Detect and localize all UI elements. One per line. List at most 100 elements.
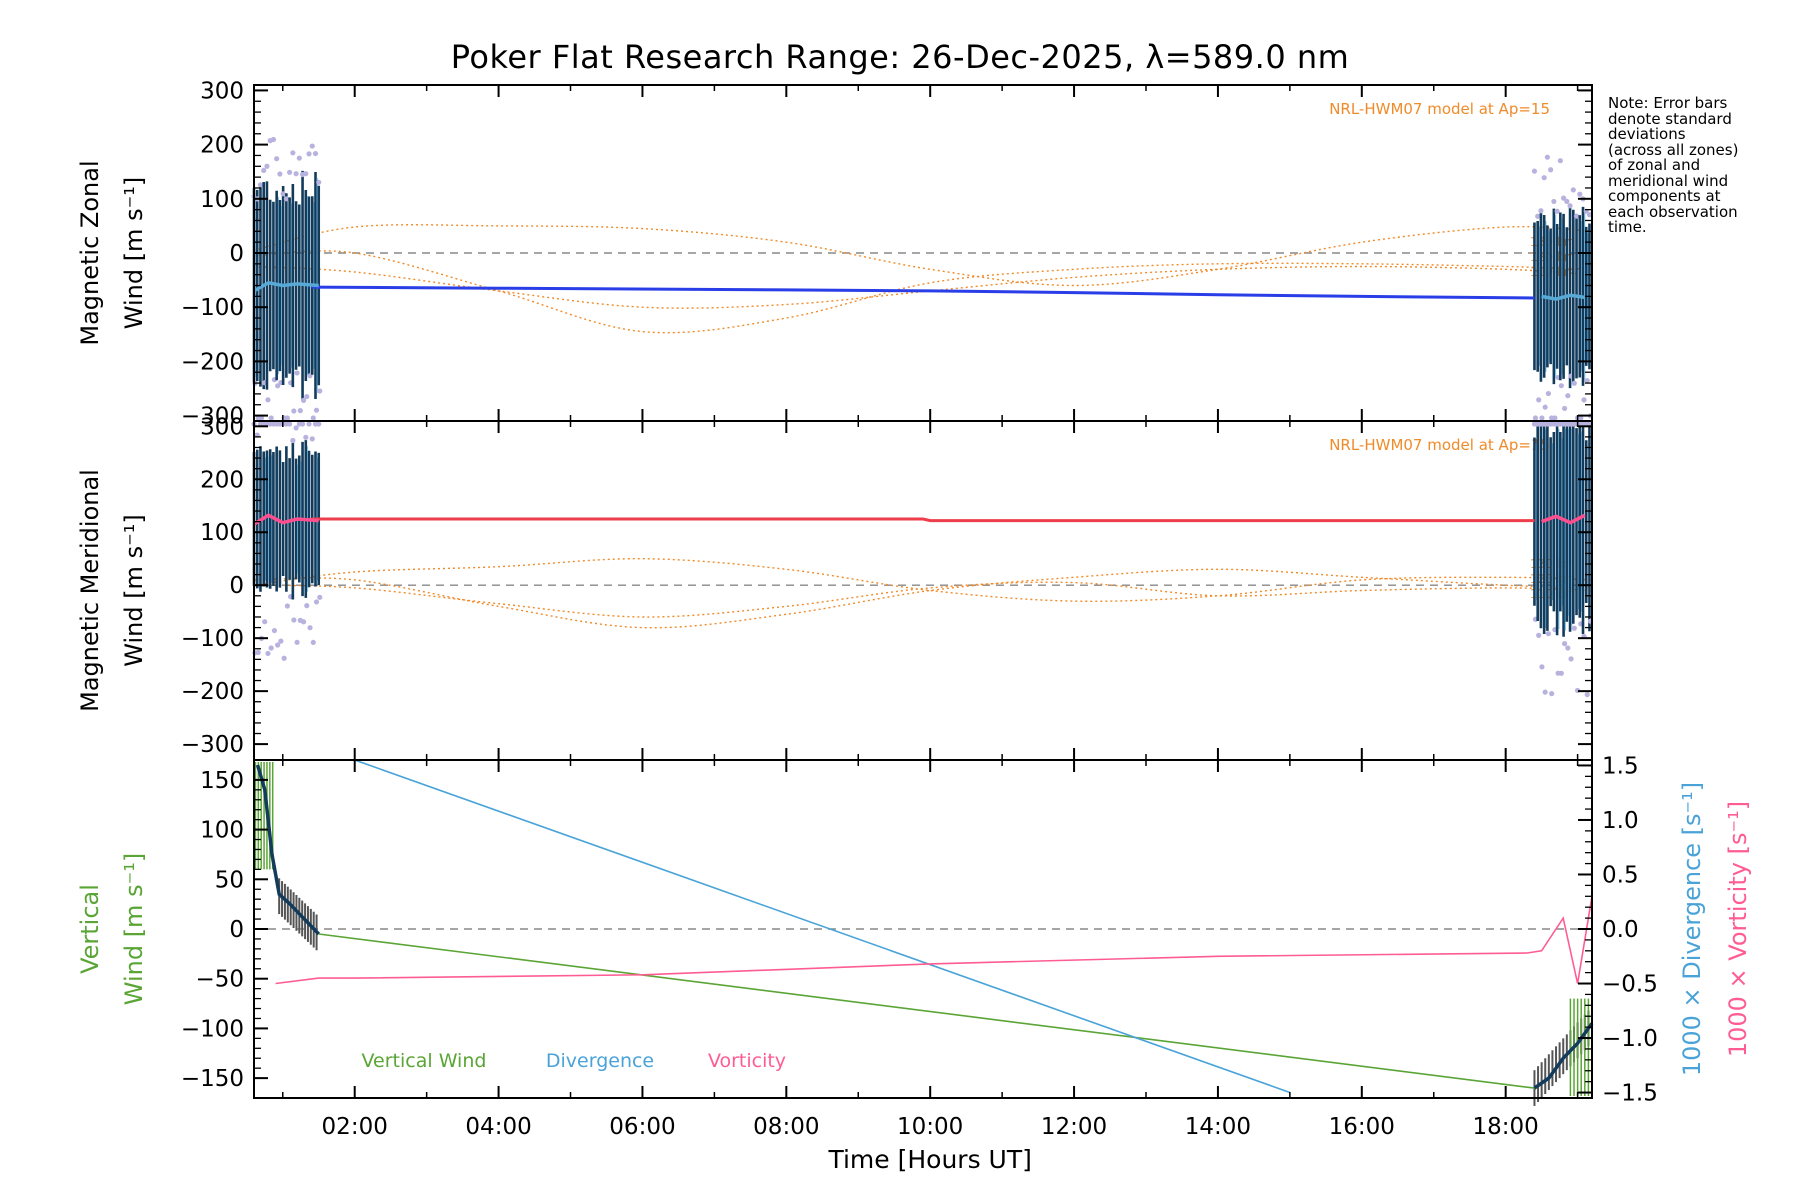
scatter-point <box>316 421 322 427</box>
scatter-point <box>1538 208 1544 214</box>
y-tick-label: 300 <box>200 414 244 440</box>
scatter-point <box>1565 645 1571 651</box>
x-tick-label: 14:00 <box>1185 1114 1251 1140</box>
scatter-point <box>309 143 315 149</box>
scatter-point <box>1544 154 1550 160</box>
observed-wind-late <box>1541 293 1586 301</box>
scatter-point <box>1560 195 1567 201</box>
y-tick-label: 300 <box>200 78 244 104</box>
scatter-point <box>1564 198 1570 205</box>
vorticity-line <box>275 896 1593 985</box>
y2-tick-label: 0.5 <box>1602 862 1639 888</box>
scatter-point <box>1584 377 1590 384</box>
scatter-point <box>291 408 297 414</box>
scatter-point <box>294 370 300 376</box>
scatter-point <box>1539 415 1545 421</box>
y-axis-label-line1: Magnetic Meridional <box>76 469 104 712</box>
scatter-point <box>310 639 316 646</box>
scatter-point <box>1561 641 1568 647</box>
scatter-point <box>1545 390 1551 397</box>
scatter-point <box>1568 656 1574 662</box>
scatter-point <box>1570 187 1576 193</box>
scatter-point <box>304 393 310 400</box>
vertical-observed-early <box>255 764 320 936</box>
y-tick-label: −200 <box>181 679 244 705</box>
scatter-point <box>290 150 296 156</box>
scatter-point <box>300 619 307 625</box>
scatter-point <box>1586 212 1593 218</box>
scatter-point <box>1539 664 1545 670</box>
y-axis-label-line2: Wind [m s⁻¹] <box>120 514 148 666</box>
vertical-wind-line <box>318 933 1535 1089</box>
y-tick-label: 150 <box>200 768 244 794</box>
scatter-point <box>317 594 323 600</box>
scatter-point <box>284 415 290 421</box>
scatter-point <box>1565 393 1571 399</box>
y-tick-label: −100 <box>181 1016 244 1042</box>
legend-entry-vertical-wind: Vertical Wind <box>362 1050 487 1072</box>
fitted-wind-line <box>311 285 1535 300</box>
scatter-point <box>277 171 283 177</box>
y-tick-label: −100 <box>181 295 244 321</box>
legend-entry-vorticity: Vorticity <box>708 1050 786 1072</box>
scatter-point <box>1551 198 1557 205</box>
y-tick-label: 100 <box>200 520 244 546</box>
scatter-point <box>278 638 284 644</box>
scatter-point <box>265 650 271 657</box>
scatter-point <box>316 179 322 185</box>
x-tick-label: 06:00 <box>609 1114 675 1140</box>
y2-tick-label: −1.0 <box>1602 1026 1658 1052</box>
y-tick-label: −50 <box>195 967 244 993</box>
scatter-point <box>304 603 310 609</box>
scatter-point <box>274 156 280 162</box>
scatter-point <box>306 151 312 157</box>
scatter-point <box>1542 689 1548 695</box>
scatter-point <box>1549 691 1555 697</box>
divergence-line <box>354 759 1291 1094</box>
y-axis-label-line1: Vertical <box>76 884 104 974</box>
note-text: Note: Error bars denote standard deviation… <box>1608 95 1788 236</box>
model-curve-110km <box>253 581 1593 618</box>
y2-axis-label-divergence: 1000 × Divergence [s⁻¹] <box>1678 782 1706 1076</box>
scatter-point <box>1536 397 1542 403</box>
scatter-point <box>1571 625 1577 631</box>
scatter-point <box>1561 405 1568 412</box>
observed-wind-early <box>253 280 319 293</box>
scatter-point <box>255 649 261 656</box>
y-tick-label: −300 <box>181 404 244 430</box>
y-tick-label: −150 <box>181 1066 244 1092</box>
y2-axis-label-vorticity: 1000 × Vorticity [s⁻¹] <box>1724 801 1752 1057</box>
note-line: each observation <box>1608 202 1738 221</box>
scatter-point <box>275 383 281 389</box>
y2-tick-label: 0.0 <box>1602 917 1639 943</box>
scatter-point <box>1554 208 1560 214</box>
scatter-point <box>265 397 271 403</box>
scatter-point <box>258 415 265 421</box>
x-tick-label: 16:00 <box>1329 1114 1395 1140</box>
scatter-point <box>1578 415 1584 421</box>
y-axis-label-line1: Magnetic Zonal <box>76 160 104 345</box>
scatter-point <box>1552 415 1558 421</box>
scatter-point <box>1542 404 1548 410</box>
scatter-point <box>268 645 274 651</box>
x-tick-label: 18:00 <box>1473 1114 1539 1140</box>
y-tick-label: 0 <box>229 241 244 267</box>
scatter-point <box>293 171 299 177</box>
x-tick-label: 08:00 <box>753 1114 819 1140</box>
scatter-point <box>261 167 267 174</box>
obs-cluster-late <box>1531 421 1594 698</box>
note-line: (across all zones) <box>1608 140 1739 159</box>
y2-tick-label: −1.5 <box>1602 1081 1658 1107</box>
scatter-point <box>284 603 290 609</box>
scatter-point <box>1532 415 1539 421</box>
y-tick-label: −300 <box>181 732 244 758</box>
y-tick-label: 200 <box>200 467 244 493</box>
y-tick-label: 100 <box>200 187 244 213</box>
scatter-point <box>1548 167 1554 173</box>
scatter-point <box>1577 191 1583 197</box>
scatter-point <box>313 407 320 413</box>
scatter-point <box>294 639 300 645</box>
x-tick-label: 10:00 <box>897 1114 963 1140</box>
y2-tick-label: −0.5 <box>1602 972 1658 998</box>
